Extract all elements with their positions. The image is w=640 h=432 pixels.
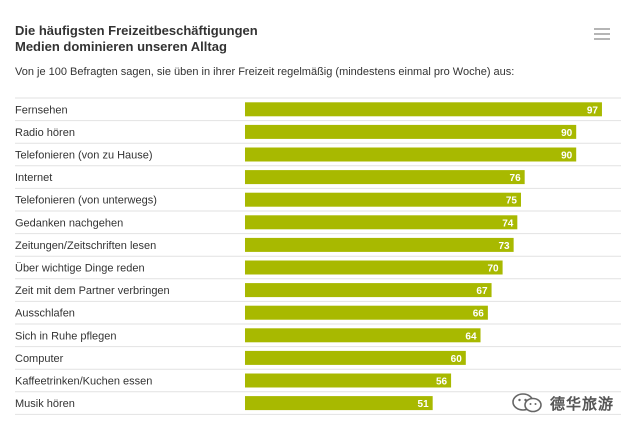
bar [245,373,452,388]
bar [245,328,481,343]
data-label: 67 [476,286,488,297]
category-label: Über wichtige Dinge reden [15,263,145,275]
data-label: 75 [506,196,518,207]
category-label: Telefonieren (von zu Hause) [15,150,153,162]
data-label: 64 [465,331,477,342]
data-label: 70 [487,264,499,275]
category-label: Sich in Ruhe pflegen [15,330,117,342]
data-label: 90 [561,151,573,162]
category-label: Zeit mit dem Partner verbringen [15,285,170,297]
watermark-text: 德华旅游 [550,395,615,413]
category-label: Radio hören [15,127,75,139]
chart-description: Von je 100 Befragten sagen, sie üben in … [15,66,515,78]
category-label: Zeitungen/Zeitschriften lesen [15,240,156,252]
category-label: Telefonieren (von unterwegs) [15,195,157,207]
data-label: 76 [510,173,522,184]
category-label: Gedanken nachgehen [15,217,123,229]
bar [245,283,492,298]
bar [245,170,525,185]
data-label: 74 [502,218,514,229]
chart-title: Die häufigsten Freizeitbeschäftigungen [15,23,258,38]
chart-title-block: Die häufigsten Freizeitbeschäftigungen M… [15,23,258,55]
data-label: 60 [451,354,463,365]
data-label: 90 [561,128,573,139]
bar [245,260,503,275]
bar [245,350,466,365]
data-label: 66 [473,309,485,320]
chart-subtitle: Medien dominieren unseren Alltag [15,39,227,54]
data-label: 56 [436,377,448,388]
hamburger-menu-icon[interactable] [594,28,610,40]
bar [245,237,514,252]
bar [245,147,577,162]
watermark: 德华旅游 [510,392,614,414]
bar [245,124,577,139]
category-label: Kaffeetrinken/Kuchen essen [15,376,152,388]
bar [245,102,602,117]
category-label: Computer [15,353,64,365]
category-label: Ausschlafen [15,308,75,320]
bar [245,215,518,230]
bar [245,396,433,411]
category-label: Musik hören [15,398,75,410]
bar [245,192,521,207]
wechat-icon [512,393,542,413]
bar [245,305,488,320]
data-label: 51 [418,399,430,410]
category-label: Internet [15,172,52,184]
data-label: 97 [587,105,599,116]
category-label: Fernsehen [15,104,68,116]
data-label: 73 [499,241,511,252]
